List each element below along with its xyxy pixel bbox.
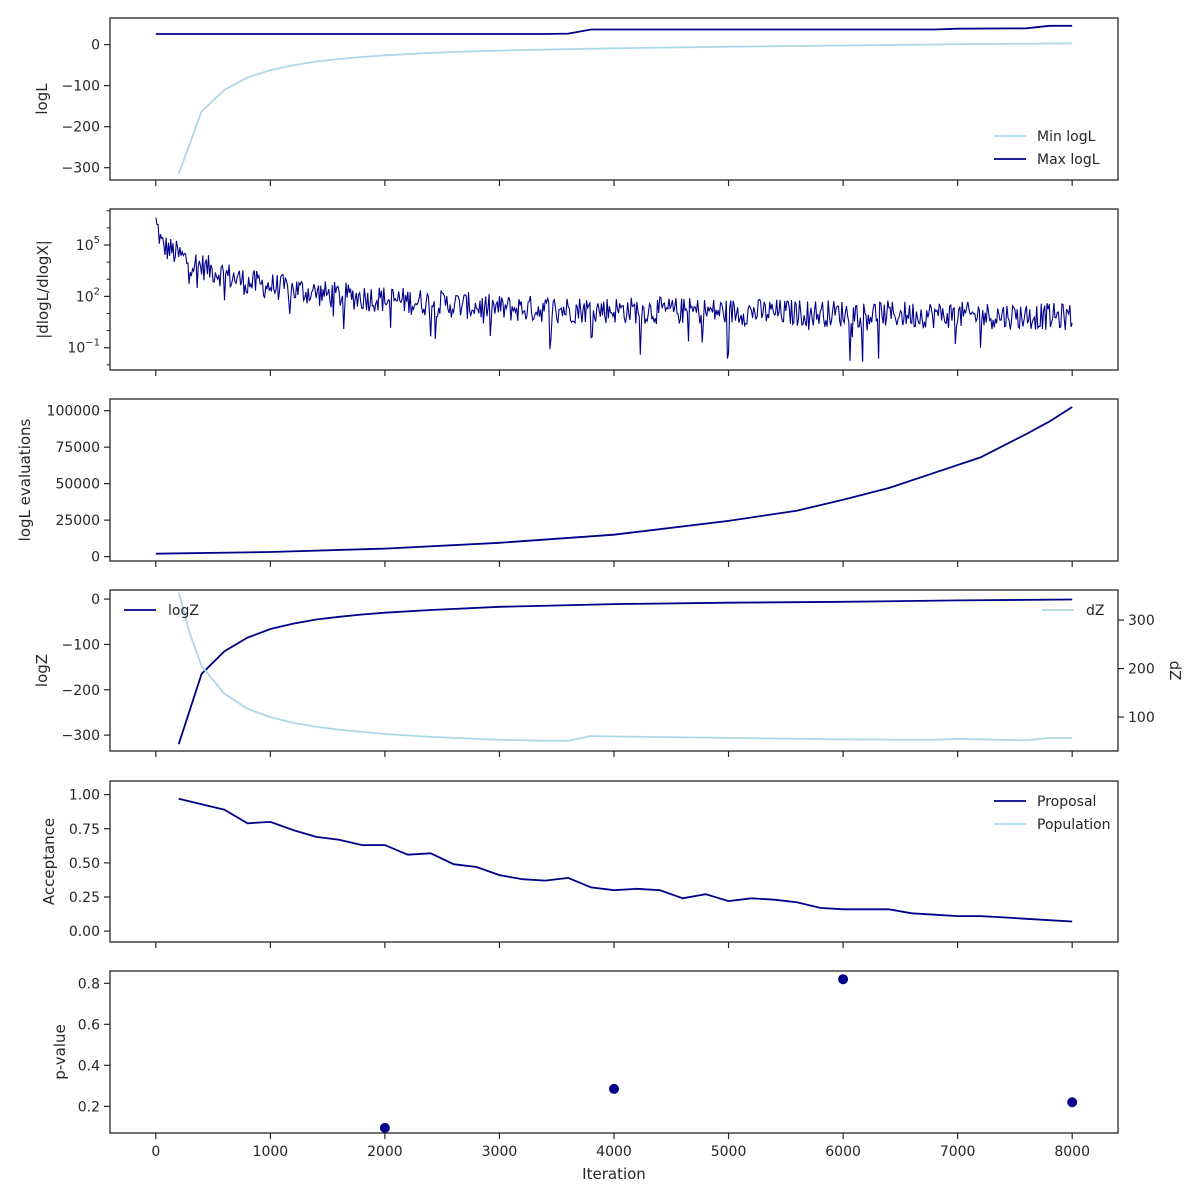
y-tick-base: 10 [76, 289, 94, 305]
y-tick-label: 0.2 [78, 1099, 100, 1115]
y-tick-base: 10 [76, 238, 94, 254]
plot-area [155, 406, 1073, 555]
y-tick-label: 50000 [55, 477, 100, 493]
x-tick-label: 2000 [367, 1144, 403, 1160]
axes-frame [109, 780, 1119, 943]
y-tick-label: 0 [91, 592, 100, 608]
x-tick-label: 7000 [940, 1144, 976, 1160]
panel-1: 0 −100 −200 −300 logL Min logL Max logL [33, 17, 1119, 186]
x-tick-label: 0 [151, 1144, 160, 1160]
y-tick-label: 105 [76, 235, 100, 254]
x-tick-label: 4000 [596, 1144, 632, 1160]
y-axis-label: |dlogL/dlogX| [34, 240, 52, 339]
series-line-logz [177, 598, 1073, 745]
series-line-s0 [155, 406, 1073, 555]
y-tick-label: −100 [62, 79, 100, 95]
legend-label: Min logL [1037, 129, 1096, 145]
x-axis-label: Iteration [582, 1165, 646, 1183]
y-tick-label: 25000 [55, 513, 100, 529]
y-tick-exponent: −1 [85, 338, 100, 349]
x-tick-label: 3000 [482, 1144, 518, 1160]
plot-area [155, 217, 1073, 362]
series-line-dlogl [155, 217, 1073, 362]
y-tick-label: −200 [62, 683, 100, 699]
y-tick-label: 0.25 [69, 890, 100, 906]
y-right-tick-label: 100 [1128, 710, 1155, 726]
y-right-tick-label: 300 [1128, 613, 1155, 629]
y-tick-exponent: 5 [94, 235, 100, 246]
series-line-max-logl [155, 24, 1073, 35]
y-tick-label: −200 [62, 120, 100, 136]
legend-label: logZ [168, 603, 199, 619]
legend-label: dZ [1086, 603, 1104, 619]
y-tick-label: 100000 [47, 404, 100, 420]
plot-area [379, 974, 1078, 1133]
y-tick-label: 0.00 [69, 924, 100, 940]
y-tick-label: 0.50 [69, 856, 100, 872]
y-tick-label: 0.8 [78, 976, 100, 992]
legend-label: Max logL [1037, 152, 1100, 168]
x-tick-label: 6000 [825, 1144, 861, 1160]
panel-5: 0.00 0.25 0.50 0.75 1.00 Acceptance Proposal Po… [40, 780, 1119, 948]
scatter-point [1067, 1097, 1078, 1108]
series-line-dz [177, 592, 1073, 742]
panel-4: 0 −100 −200 −300 100 200 300 logZ dZ logZ dZ [33, 589, 1184, 757]
plot-area [178, 797, 1073, 923]
y-tick-exponent: 2 [94, 286, 100, 297]
x-tick-label: 1000 [253, 1144, 289, 1160]
plot-area [177, 592, 1073, 745]
scatter-point [838, 974, 849, 985]
y-axis-label: Acceptance [40, 818, 58, 905]
y-tick-label: 1.00 [69, 788, 100, 804]
scatter-point [609, 1083, 619, 1094]
y-tick-label: −100 [62, 637, 100, 653]
y-axis-label: logL [33, 83, 51, 115]
x-tick-label: 5000 [711, 1144, 747, 1160]
panel-3: 0 25000 50000 75000 100000 logL evaluations [16, 398, 1119, 567]
plot-area [155, 24, 1073, 175]
axes-frame [109, 17, 1119, 181]
y-tick-base: 10 [67, 341, 85, 357]
y-right-tick-label: 200 [1128, 662, 1155, 678]
y-tick-label: 0.4 [78, 1058, 100, 1074]
y-tick-label: 0.75 [69, 822, 100, 838]
x-tick-label: 8000 [1054, 1144, 1090, 1160]
y-tick-label: 10−1 [67, 338, 100, 357]
series-line-min-logl [177, 42, 1073, 175]
axes-frame [109, 398, 1119, 562]
series-line-proposal [178, 797, 1073, 923]
axes-frame [109, 208, 1119, 371]
y-tick-label: −300 [62, 728, 100, 744]
y-axis-label: logZ [33, 654, 51, 687]
axes-frame [109, 589, 1119, 752]
y-axis-label: logL evaluations [16, 418, 34, 541]
y-tick-label: 0 [91, 38, 100, 54]
scatter-point [379, 1122, 390, 1133]
y-tick-label: 0.6 [78, 1017, 100, 1033]
y-tick-label: 75000 [55, 440, 100, 456]
y-tick-label: 0 [91, 550, 100, 566]
y-tick-label: 102 [76, 286, 100, 305]
legend-label: Proposal [1037, 794, 1096, 810]
y-axis-label: p-value [51, 1024, 69, 1080]
panel-6: 0 1000 2000 3000 4000 5000 6000 7000 8000 0.2 0.4 0… [51, 970, 1119, 1183]
axes-frame [109, 970, 1119, 1134]
y-tick-label: −300 [62, 161, 100, 177]
y-right-axis-label: dZ [1166, 661, 1184, 681]
legend-label: Population [1037, 817, 1111, 833]
